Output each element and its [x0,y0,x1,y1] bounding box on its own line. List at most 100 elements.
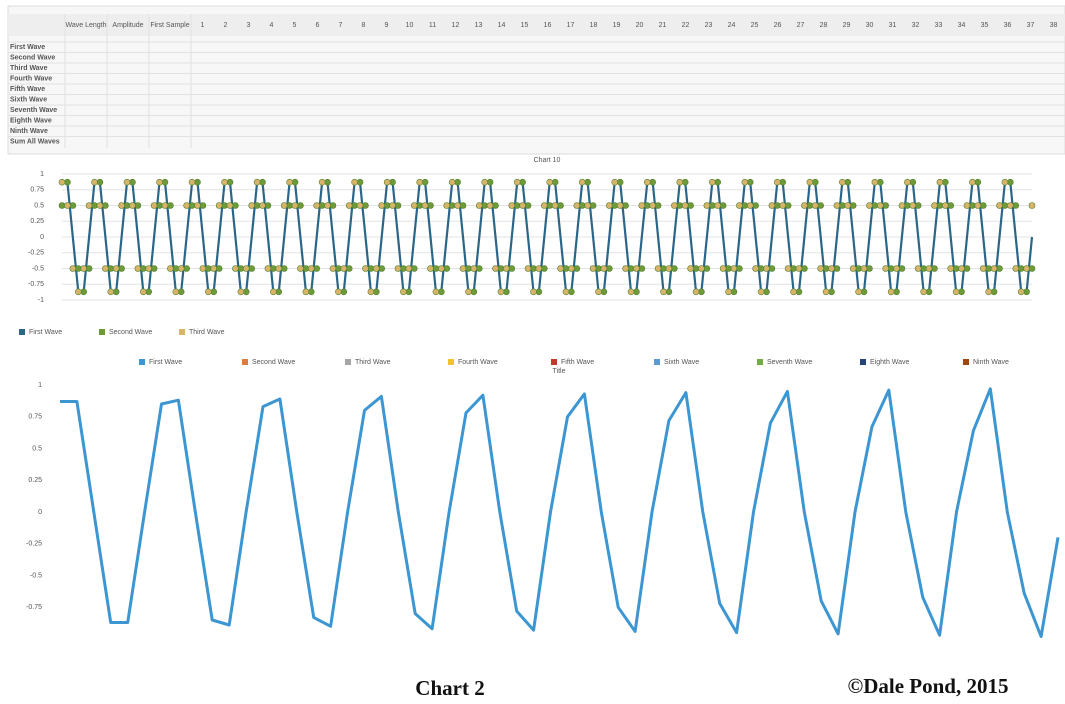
series-marker [373,289,379,295]
series-marker [661,266,667,272]
series-marker [520,179,526,185]
series-marker [330,266,336,272]
series-marker [818,203,824,209]
series-marker [666,289,672,295]
series-marker [785,203,791,209]
series-marker [460,203,466,209]
series-marker [541,266,547,272]
series-marker [850,266,856,272]
column-header: First Sample [150,22,189,29]
legend-label: Third Wave [189,329,225,336]
series-marker [894,266,900,272]
series-marker [102,203,108,209]
series-marker [379,203,385,209]
series-marker [942,203,948,209]
series-marker [1013,266,1019,272]
series-marker [601,266,607,272]
series-marker [216,266,222,272]
column-number: 10 [406,22,414,29]
series-marker [579,203,585,209]
legend-label: Second Wave [109,329,152,336]
series-marker [856,266,862,272]
series-marker [465,289,471,295]
series-marker [883,203,889,209]
series-marker [991,266,997,272]
series-marker [731,266,737,272]
series-marker [303,266,309,272]
series-marker [81,289,87,295]
series-marker [1002,179,1008,185]
y-tick-label: -0.25 [28,250,44,257]
column-number: 2 [224,22,228,29]
series-marker [590,203,596,209]
series-marker [227,179,233,185]
y-tick-label: -0.75 [28,281,44,288]
series-marker [427,203,433,209]
series-marker [194,179,200,185]
series-marker [747,179,753,185]
series-marker [70,266,76,272]
legend-label: Fourth Wave [458,359,498,366]
series-marker [818,266,824,272]
series-marker [493,203,499,209]
series-marker [162,203,168,209]
series-marker [558,203,564,209]
column-number: 8 [362,22,366,29]
row-label: Fourth Wave [10,76,52,83]
series-marker [856,289,862,295]
series-marker [574,266,580,272]
series-marker [530,289,536,295]
series-marker [530,266,536,272]
series-marker [964,203,970,209]
series-marker [720,266,726,272]
column-number: 23 [705,22,713,29]
series-marker [606,266,612,272]
series-marker [731,289,737,295]
y-tick-label: 1 [38,382,42,389]
column-header: Amplitude [112,22,143,29]
column-number: 5 [293,22,297,29]
legend-swatch [139,359,145,365]
series-marker [357,179,363,185]
series-marker [411,266,417,272]
series-marker [568,289,574,295]
legend-label: Third Wave [355,359,391,366]
series-marker [498,266,504,272]
series-marker [119,266,125,272]
series-marker [254,179,260,185]
series-marker [433,289,439,295]
series-marker [162,179,168,185]
series-marker [736,203,742,209]
series-marker [390,203,396,209]
column-number: 6 [316,22,320,29]
legend-swatch [448,359,454,365]
series-marker [173,289,179,295]
series-marker [623,266,629,272]
series-marker [140,289,146,295]
y-tick-label: -0.5 [30,572,42,579]
series-marker [427,266,433,272]
series-marker [444,203,450,209]
series-marker [422,179,428,185]
column-number: 29 [843,22,851,29]
series-marker [926,266,932,272]
series-marker [178,289,184,295]
y-tick-label: 0.25 [28,477,42,484]
series-marker [834,203,840,209]
series-marker [92,179,98,185]
series-marker [866,266,872,272]
column-number: 32 [912,22,920,29]
legend-label: Fifth Wave [561,359,594,366]
series-marker [709,179,715,185]
series-marker [151,203,157,209]
series-marker [948,266,954,272]
series-marker [780,203,786,209]
series-marker [260,203,266,209]
column-number: 28 [820,22,828,29]
series-marker [671,203,677,209]
legend-swatch [551,359,557,365]
row-label: Ninth Wave [10,128,48,135]
series-marker [704,203,710,209]
legend-swatch [19,329,25,335]
series-marker [628,289,634,295]
